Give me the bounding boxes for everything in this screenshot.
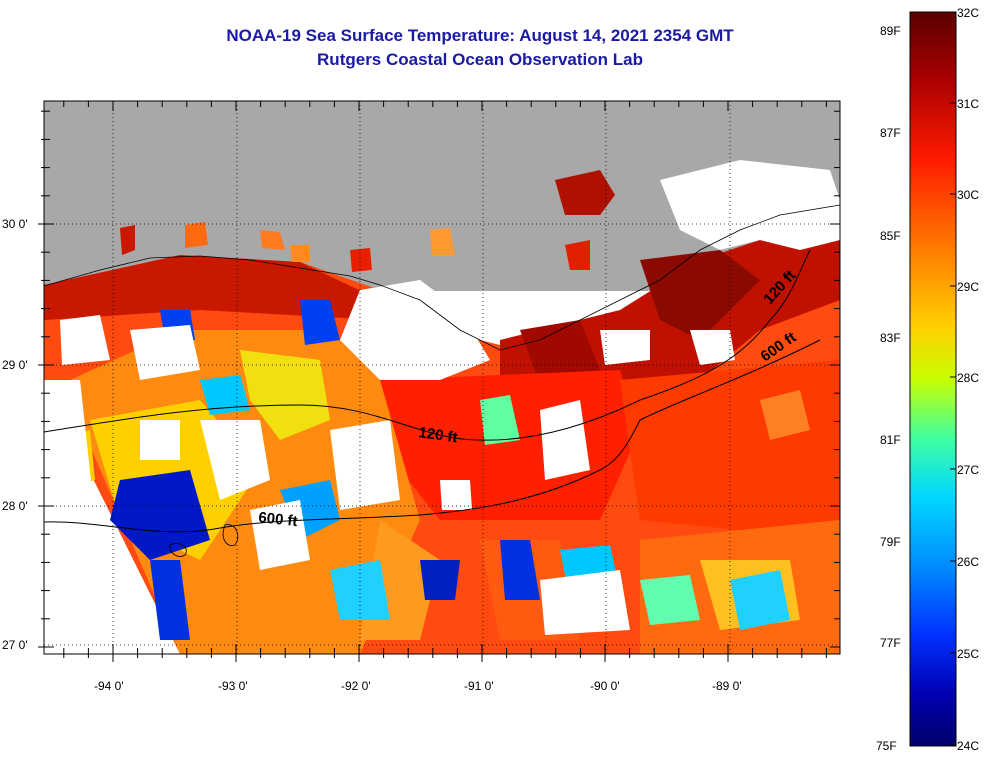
colorbar-labels: 32C 31C 30C 29C 28C 27C 26C 25C 24C 89F …	[876, 6, 979, 753]
colorbar-label-fahrenheit: 89F	[880, 24, 901, 38]
colorbar	[909, 11, 957, 747]
contour-label-600ft: 600 ft	[258, 509, 299, 530]
map-title: NOAA-19 Sea Surface Temperature: August …	[226, 26, 734, 45]
colorbar-label-fahrenheit: 81F	[880, 433, 901, 447]
lon-label: -94 0'	[94, 679, 124, 693]
colorbar-label-celsius: 29C	[957, 280, 979, 294]
colorbar-label-celsius: 28C	[957, 371, 979, 385]
colorbar-label-fahrenheit: 79F	[880, 535, 901, 549]
colorbar-label-fahrenheit: 83F	[880, 331, 901, 345]
map-subtitle: Rutgers Coastal Ocean Observation Lab	[317, 50, 643, 69]
colorbar-label-fahrenheit: 85F	[880, 229, 901, 243]
colorbar-label-celsius: 24C	[957, 739, 979, 753]
axis-ticks	[38, 101, 840, 662]
lon-label: -90 0'	[590, 679, 620, 693]
lat-label: 27 0'	[2, 638, 28, 652]
lon-label: -92 0'	[341, 679, 371, 693]
colorbar-label-fahrenheit: 75F	[876, 739, 897, 753]
lat-label: 29 0'	[2, 358, 28, 372]
colorbar-label-celsius: 32C	[957, 6, 979, 20]
colorbar-label-fahrenheit: 77F	[880, 636, 901, 650]
colorbar-label-celsius: 26C	[957, 555, 979, 569]
colorbar-label-celsius: 30C	[957, 188, 979, 202]
map-border	[43, 100, 841, 655]
lon-label: -89 0'	[712, 679, 742, 693]
lon-label: -91 0'	[464, 679, 494, 693]
colorbar-label-celsius: 25C	[957, 647, 979, 661]
colorbar-label-celsius: 27C	[957, 463, 979, 477]
colorbar-label-fahrenheit: 87F	[880, 126, 901, 140]
lat-label: 30 0'	[2, 217, 28, 231]
sst-field	[44, 101, 840, 654]
colorbar-label-celsius: 31C	[957, 97, 979, 111]
lat-label: 28 0'	[2, 499, 28, 513]
lon-label: -93 0'	[218, 679, 248, 693]
graticule	[44, 101, 840, 654]
contour-label-120ft: 120 ft	[417, 424, 458, 446]
